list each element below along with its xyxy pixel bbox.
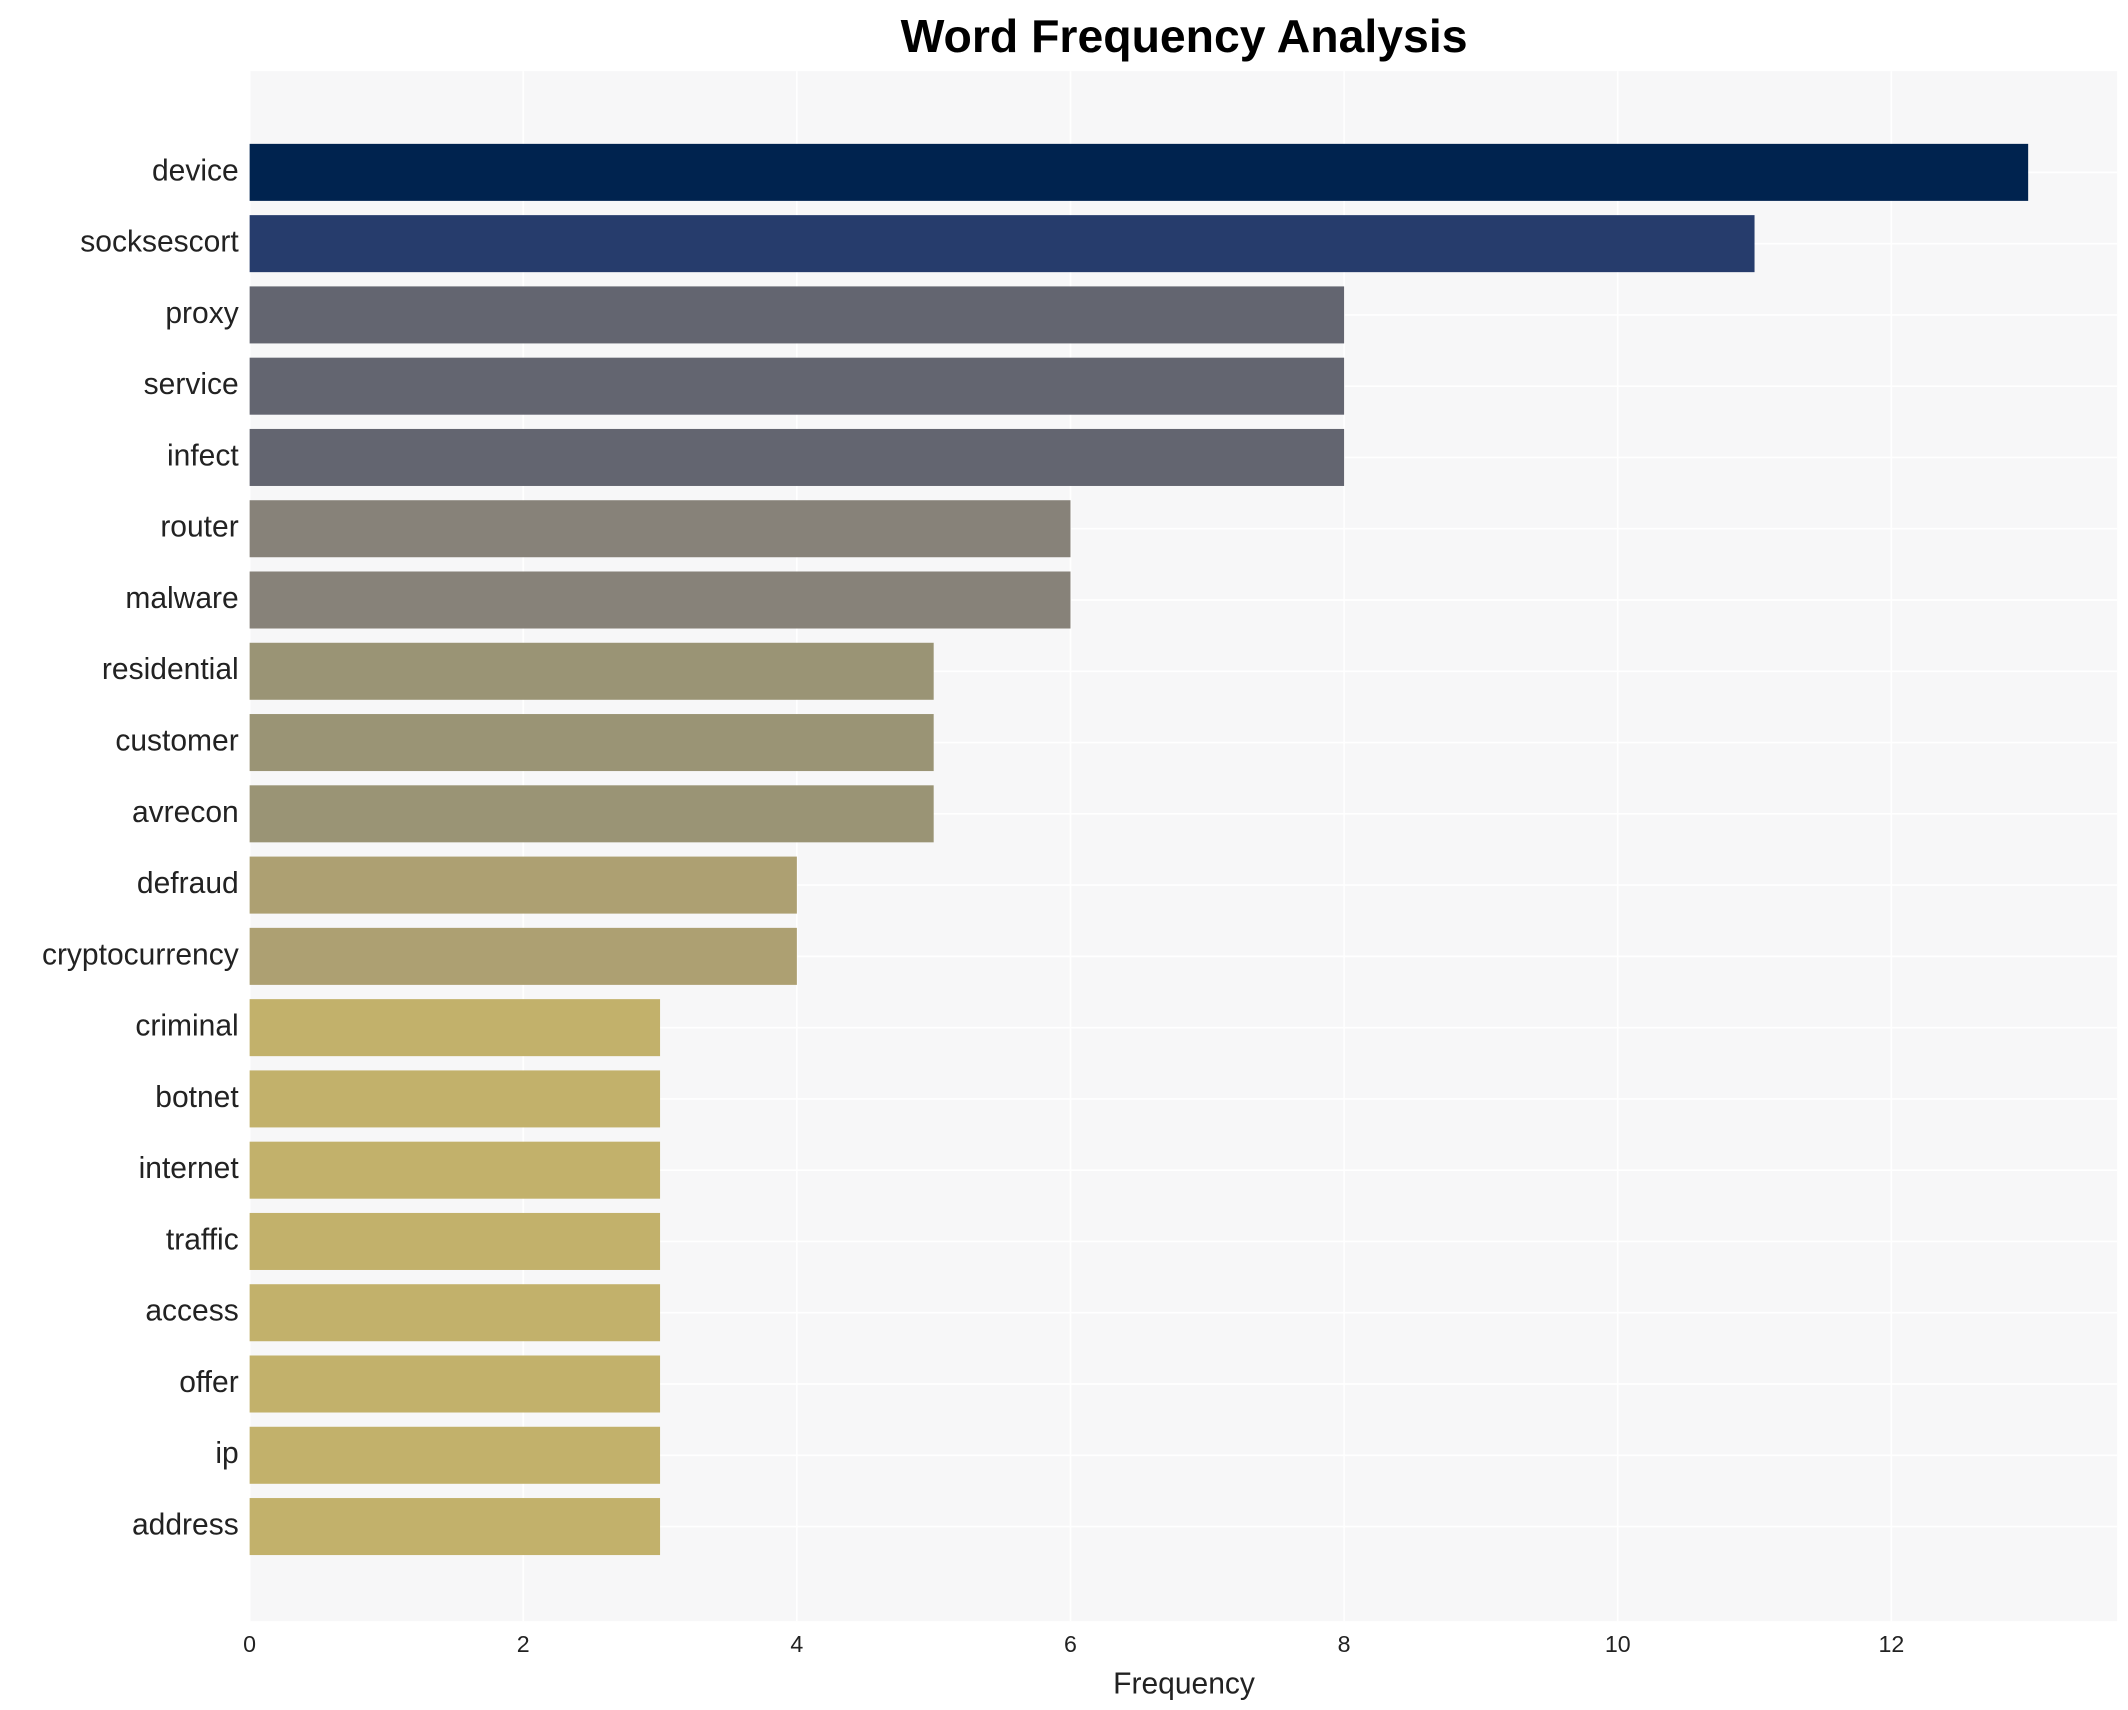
y-tick-label: malware — [125, 582, 238, 615]
bar — [249, 927, 797, 985]
y-tick-label: traffic — [166, 1223, 239, 1256]
bar — [249, 642, 934, 700]
y-tick-label: router — [160, 511, 238, 544]
y-tick-label: botnet — [155, 1081, 239, 1114]
bar — [249, 500, 1071, 558]
bar — [249, 1212, 661, 1270]
y-tick-label: avrecon — [132, 796, 239, 829]
bar — [249, 215, 1755, 273]
bar — [249, 1284, 661, 1342]
x-tick-label: 4 — [790, 1631, 803, 1657]
y-tick-label: residential — [102, 653, 239, 686]
y-tick-label: proxy — [165, 297, 238, 330]
y-tick-label: internet — [139, 1152, 240, 1185]
bar — [249, 1426, 661, 1484]
y-tick-label: cryptocurrency — [42, 938, 239, 971]
y-tick-label: access — [145, 1295, 238, 1328]
bar — [249, 143, 2029, 201]
bar — [249, 856, 797, 914]
x-tick-label: 2 — [517, 1631, 530, 1657]
bar — [249, 286, 1345, 344]
bar — [249, 714, 934, 772]
y-tick-label: ip — [215, 1437, 238, 1470]
bar — [249, 571, 1071, 629]
x-tick-label: 12 — [1878, 1631, 1904, 1657]
y-tick-label: socksescort — [80, 226, 239, 259]
y-tick-label: infect — [167, 439, 239, 472]
bar — [249, 785, 934, 843]
bar — [249, 999, 661, 1057]
x-tick-label: 10 — [1605, 1631, 1631, 1657]
y-tick-label: criminal — [135, 1010, 238, 1043]
bar — [249, 357, 1345, 415]
y-tick-label: device — [152, 154, 239, 187]
x-tick-label: 8 — [1338, 1631, 1351, 1657]
bar — [249, 1070, 661, 1128]
y-tick-label: customer — [115, 724, 238, 757]
x-axis-label: Frequency — [1113, 1667, 1255, 1700]
bar — [249, 428, 1345, 486]
y-tick-label: offer — [179, 1366, 239, 1399]
bar — [249, 1355, 661, 1413]
y-tick-label: address — [132, 1508, 239, 1541]
x-tick-label: 0 — [243, 1631, 256, 1657]
bar — [249, 1141, 661, 1199]
y-tick-label: service — [144, 368, 239, 401]
bar — [249, 1498, 661, 1556]
x-tick-label: 6 — [1064, 1631, 1077, 1657]
y-tick-label: defraud — [137, 867, 239, 900]
chart-title: Word Frequency Analysis — [901, 10, 1468, 62]
